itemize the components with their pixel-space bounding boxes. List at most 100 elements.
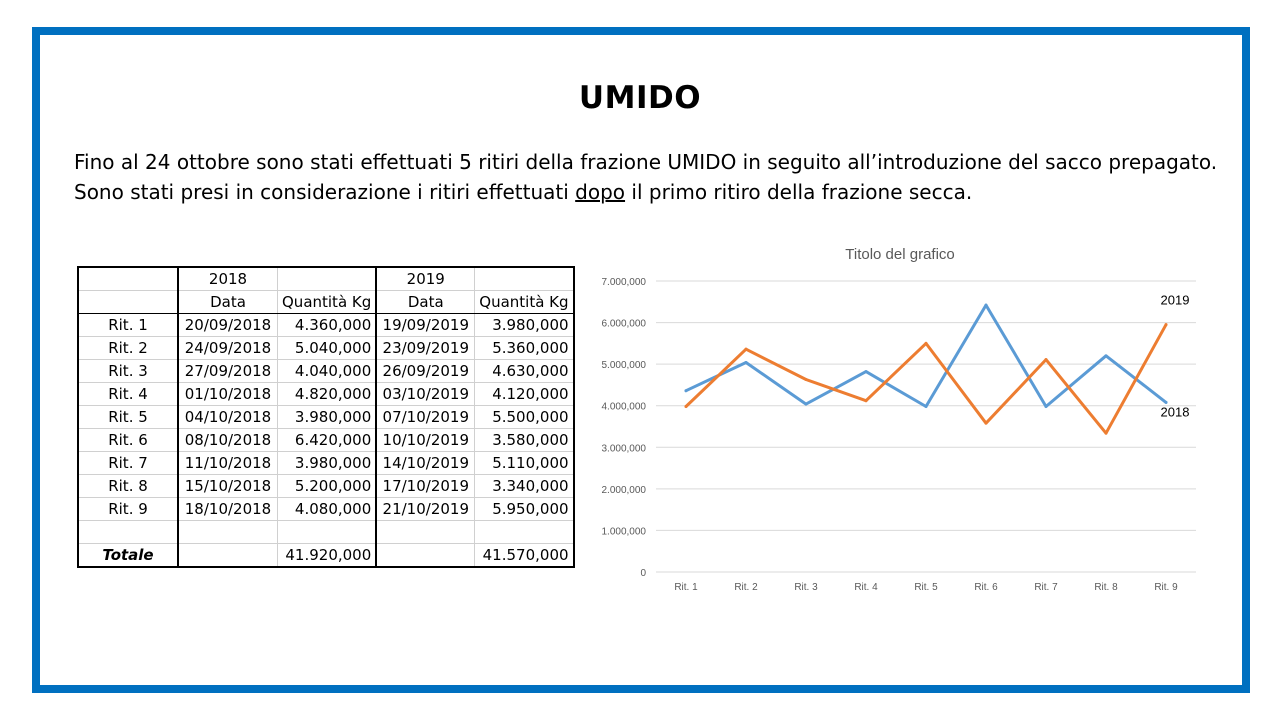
date-2018-cell: 15/10/2018 [178, 474, 278, 498]
y-tick-label: 3.000,000 [602, 443, 647, 454]
date-2019-cell: 14/10/2019 [376, 451, 476, 475]
date-2019-cell: 23/09/2019 [376, 336, 476, 360]
year-header-row: 2018 2019 [77, 266, 575, 291]
data-point-2019 [1164, 323, 1168, 327]
x-tick-label: Rit. 1 [674, 582, 698, 593]
row-label: Rit. 1 [77, 313, 179, 337]
row-label: Rit. 8 [77, 474, 179, 498]
table-row: Rit. 3 27/09/2018 4.040,000 26/09/2019 4.630… [77, 359, 575, 383]
data-point-2018 [1104, 354, 1108, 358]
empty-cell [376, 520, 476, 544]
qty-2018-cell: 4.040,000 [277, 359, 378, 383]
row-label: Rit. 2 [77, 336, 179, 360]
x-tick-label: Rit. 3 [794, 582, 818, 593]
y-tick-label: 1.000,000 [602, 526, 647, 537]
total-row: Totale 41.920,000 41.570,000 [77, 543, 575, 568]
x-tick-label: Rit. 2 [734, 582, 758, 593]
slide-frame [32, 27, 1250, 693]
intro-line-2-start: Sono stati presi in considerazione i rit… [74, 180, 576, 204]
data-point-2018 [864, 370, 868, 374]
row-label: Rit. 9 [77, 497, 179, 521]
column-header-row: Data Quantità Kg Data Quantità Kg [77, 290, 575, 314]
qty-2018-cell: 3.980,000 [277, 451, 378, 475]
row-label: Rit. 4 [77, 382, 179, 406]
intro-underlined-word: dopo [575, 180, 626, 204]
blank-row [77, 520, 575, 544]
table-row: Rit. 7 11/10/2018 3.980,000 14/10/2019 5.110… [77, 451, 575, 475]
y-tick-label: 0 [640, 568, 646, 579]
empty-cell [376, 543, 476, 568]
date-2018-cell: 04/10/2018 [178, 405, 278, 429]
x-tick-label: Rit. 8 [1094, 582, 1118, 593]
table-row: Rit. 1 20/09/2018 4.360,000 19/09/2019 3.980… [77, 313, 575, 337]
data-point-2019 [684, 405, 688, 409]
x-tick-label: Rit. 7 [1034, 582, 1058, 593]
row-label: Rit. 3 [77, 359, 179, 383]
y-tick-label: 6.000,000 [602, 319, 647, 330]
table-row: Rit. 6 08/10/2018 6.420,000 10/10/2019 3.580… [77, 428, 575, 452]
intro-line-2: Sono stati presi in considerazione i rit… [74, 177, 1214, 207]
qty-2019-cell: 5.950,000 [474, 497, 575, 521]
date-2018-cell: 08/10/2018 [178, 428, 278, 452]
year-2019-header: 2019 [376, 266, 476, 291]
date-2019-cell: 26/09/2019 [376, 359, 476, 383]
date-2018-cell: 18/10/2018 [178, 497, 278, 521]
data-point-2018 [684, 389, 688, 393]
date-2018-cell: 01/10/2018 [178, 382, 278, 406]
data-point-2019 [744, 347, 748, 351]
data-point-2018 [744, 360, 748, 364]
data-point-2019 [864, 399, 868, 403]
data-point-2018 [1164, 400, 1168, 404]
year-2018-header: 2018 [178, 266, 278, 291]
date-2018-cell: 11/10/2018 [178, 451, 278, 475]
y-tick-label: 2.000,000 [602, 485, 647, 496]
table-row: Rit. 2 24/09/2018 5.040,000 23/09/2019 5.360… [77, 336, 575, 360]
qty-2019-cell: 5.500,000 [474, 405, 575, 429]
series-line-2019 [684, 323, 1168, 435]
table-row: Rit. 5 04/10/2018 3.980,000 07/10/2019 5.500… [77, 405, 575, 429]
qty-2018-cell: 6.420,000 [277, 428, 378, 452]
date-2018-cell: 24/09/2018 [178, 336, 278, 360]
x-tick-label: Rit. 6 [974, 582, 998, 593]
intro-line-2-end: il primo ritiro della frazione secca. [625, 180, 973, 204]
row-label-header [77, 290, 179, 314]
collections-table: 2018 2019 Data Quantità Kg Data Quantità… [77, 266, 575, 568]
data-point-2018 [924, 405, 928, 409]
empty-cell [77, 520, 179, 544]
qty-2019-cell: 4.630,000 [474, 359, 575, 383]
table-row: Rit. 4 01/10/2018 4.820,000 03/10/2019 4.120… [77, 382, 575, 406]
intro-text: Fino al 24 ottobre sono stati effettuati… [74, 147, 1218, 207]
empty-header-cell [474, 266, 575, 291]
y-tick-label: 4.000,000 [602, 402, 647, 413]
intro-line-1: Fino al 24 ottobre sono stati effettuati… [74, 150, 1218, 174]
total-label: Totale [77, 543, 179, 568]
qty-2019-cell: 3.580,000 [474, 428, 575, 452]
qty-2018-cell: 5.200,000 [277, 474, 378, 498]
qty-2019-cell: 5.360,000 [474, 336, 575, 360]
qty-2018-cell: 4.080,000 [277, 497, 378, 521]
qty-2018-cell: 4.360,000 [277, 313, 378, 337]
empty-cell [474, 520, 575, 544]
date-header-2018: Data [178, 290, 278, 314]
x-tick-label: Rit. 5 [914, 582, 938, 593]
date-2019-cell: 21/10/2019 [376, 497, 476, 521]
table-row: Rit. 8 15/10/2018 5.200,000 17/10/2019 3.340… [77, 474, 575, 498]
y-tick-label: 7.000,000 [602, 277, 647, 288]
data-point-2019 [1104, 431, 1108, 435]
qty-2019-cell: 4.120,000 [474, 382, 575, 406]
data-point-2018 [984, 303, 988, 307]
empty-cell [178, 543, 278, 568]
table-row: Rit. 9 18/10/2018 4.080,000 21/10/2019 5.950… [77, 497, 575, 521]
date-2019-cell: 07/10/2019 [376, 405, 476, 429]
empty-cell [277, 520, 378, 544]
date-2018-cell: 27/09/2018 [178, 359, 278, 383]
qty-2018-cell: 4.820,000 [277, 382, 378, 406]
date-2018-cell: 20/09/2018 [178, 313, 278, 337]
qty-header-2018: Quantità Kg [277, 290, 378, 314]
corner-cell [77, 266, 179, 291]
qty-2019-cell: 3.340,000 [474, 474, 575, 498]
series-label-2019: 2019 [1161, 293, 1190, 308]
date-2019-cell: 10/10/2019 [376, 428, 476, 452]
line-chart: Titolo del grafico 0 1.000,000 2.000,000 3.0… [602, 246, 1196, 593]
x-tick-label: Rit. 4 [854, 582, 878, 593]
